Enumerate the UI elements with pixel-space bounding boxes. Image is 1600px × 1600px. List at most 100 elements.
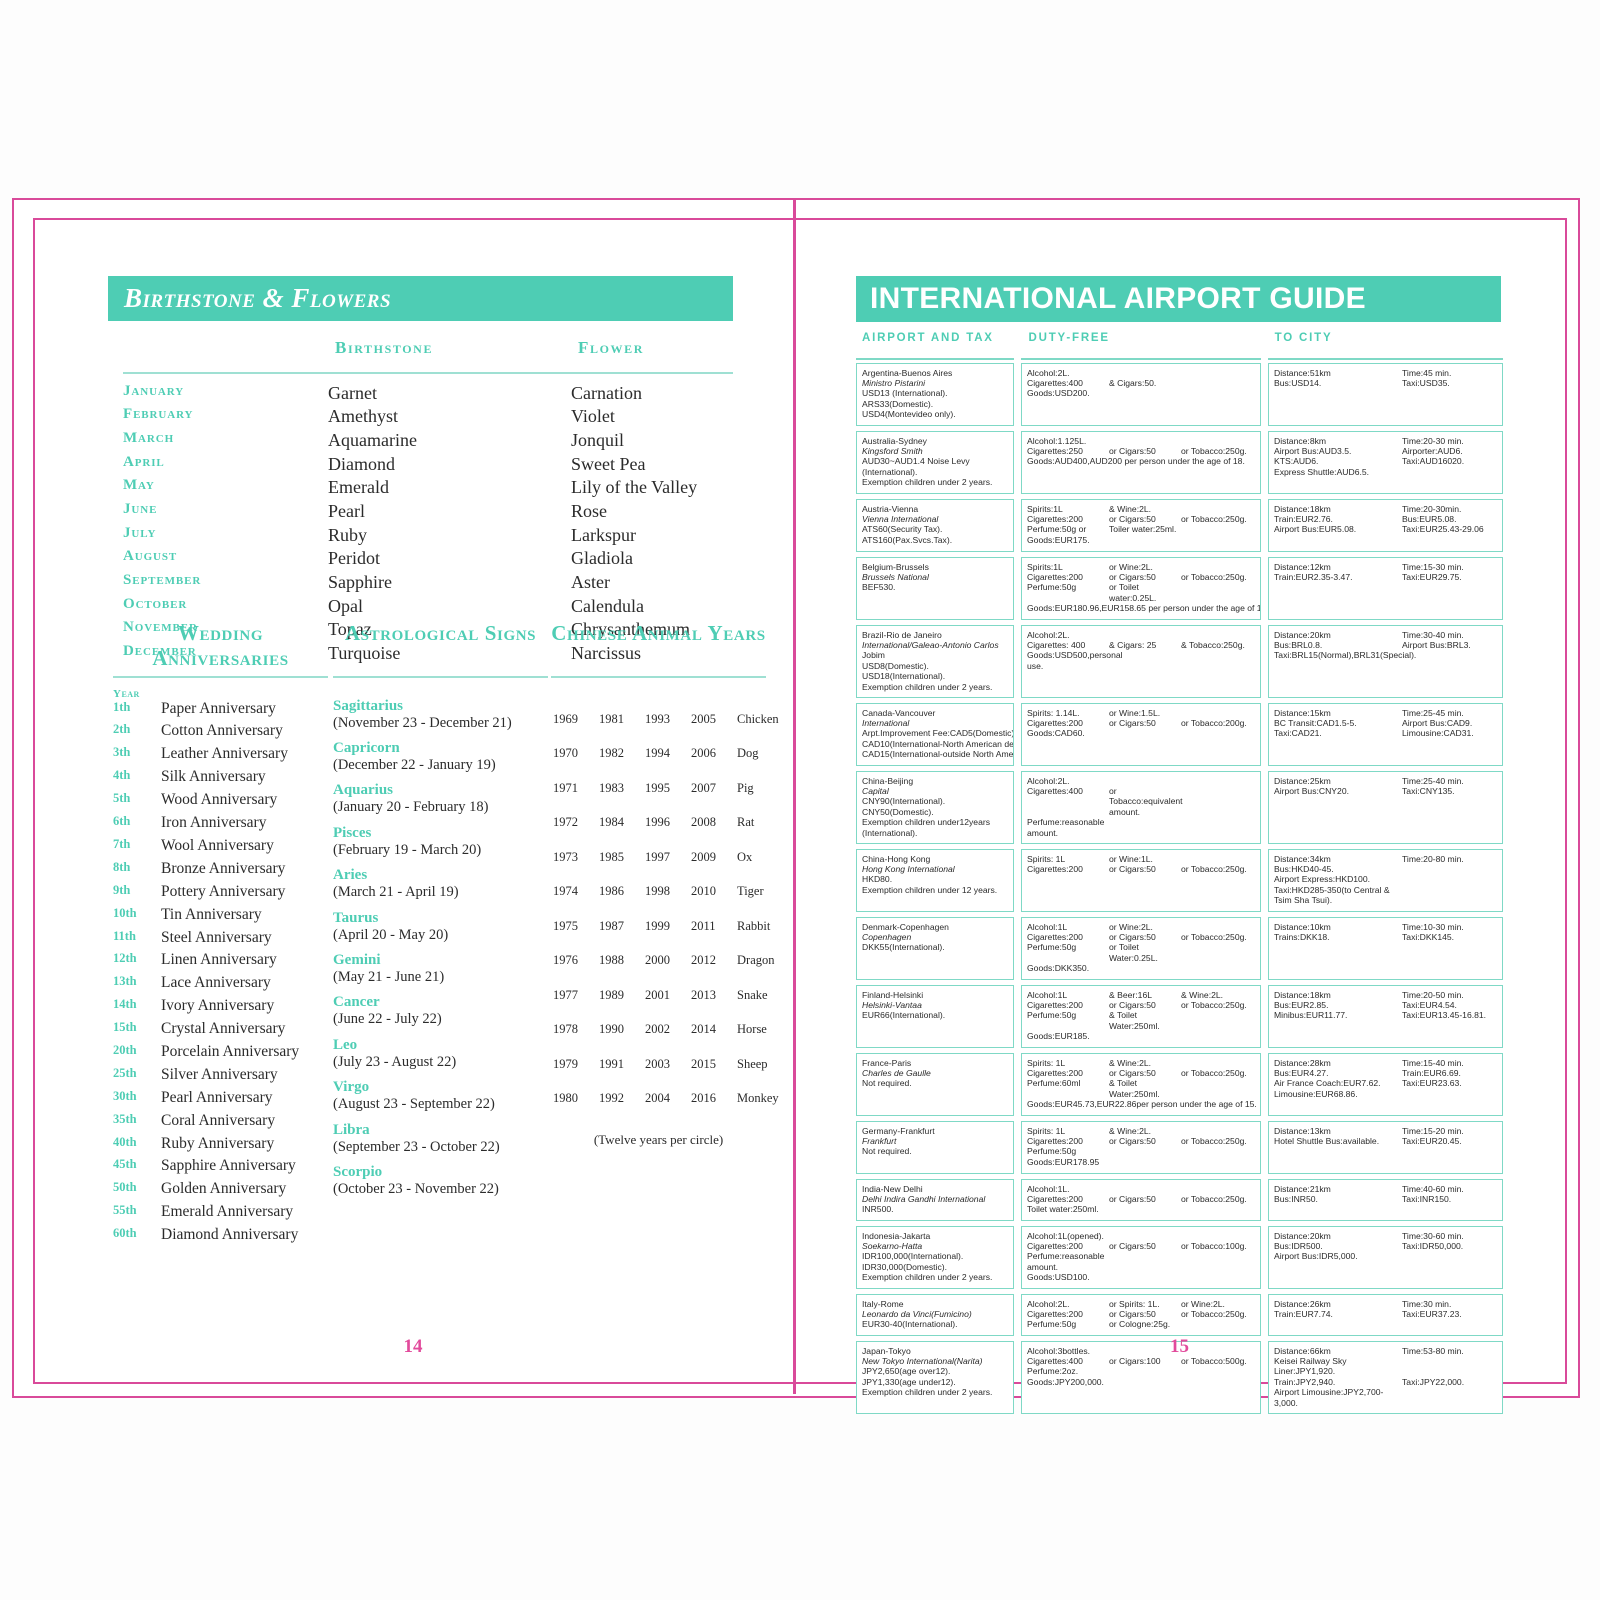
year-value: 1977	[553, 987, 578, 1002]
table-row: China-Beijing Capital CNY90(International)…	[856, 770, 1503, 844]
anniversary-name: Tin Anniversary	[161, 905, 262, 923]
to-city-time: Time:15-20 min.	[1402, 1125, 1464, 1136]
anniversary-name: Pottery Anniversary	[161, 882, 286, 900]
table-row: July Ruby Larkspur	[123, 525, 733, 549]
to-city-transport: Distance:25km	[1274, 775, 1331, 786]
duty-free-item: Alcohol:2L.	[1027, 1298, 1070, 1309]
duty-free-item: & Wine:2L.	[1109, 1057, 1152, 1068]
airport-and-tax-cell: Italy-Rome Leonardo da Vinci(Fumicino) EUR…	[856, 1293, 1014, 1336]
sign-name: Taurus	[333, 909, 379, 926]
duty-free-item: Perfume:50g or	[1027, 524, 1087, 535]
sign-name: Cancer	[333, 994, 380, 1011]
list-item: 45th Sapphire Anniversary	[113, 1157, 328, 1180]
to-city-line: Distance:13km Time:15-20 min.	[1274, 1126, 1497, 1136]
birthstone-value: Opal	[328, 595, 363, 616]
airport-line: Hong Kong International	[862, 864, 955, 874]
duty-free-item: or Wine:2L.	[1109, 561, 1153, 572]
duty-free-item: Cigarettes:400	[1027, 378, 1083, 388]
anniversary-year: 1th	[113, 699, 131, 714]
to-city-transport: Taxi:BRL15(Normal),BRL31(Special).	[1274, 650, 1417, 661]
table-row: 1970 1982 1994 2006 Dog	[551, 746, 766, 781]
anniversary-name: Diamond Anniversary	[161, 1226, 299, 1244]
birthstone-value: Amethyst	[328, 406, 398, 427]
anniversary-year: 9th	[113, 882, 131, 897]
to-city-transport: Air France Coach:EUR7.62.	[1274, 1078, 1381, 1089]
airport-line: Italy-Rome	[862, 1298, 904, 1309]
list-item: 3th Leather Anniversary	[113, 745, 328, 768]
duty-free-line: Goods:USD200.	[1027, 388, 1255, 398]
duty-free-item	[1109, 817, 1181, 838]
to-city-transport: Airport Bus:AUD3.5.	[1274, 446, 1352, 456]
duty-free-item: Alcohol:3bottles.	[1027, 1345, 1091, 1356]
month-label: October	[123, 595, 188, 612]
duty-free-item: Goods:USD100.	[1027, 1272, 1090, 1283]
airport-guide-banner: INTERNATIONAL AIRPORT GUIDE	[856, 276, 1501, 322]
table-row: August Peridot Gladiola	[123, 548, 733, 572]
birthstone-value: Turquoise	[328, 643, 401, 664]
duty-free-item: Toilet water:250ml.	[1027, 1204, 1099, 1215]
duty-free-item	[1181, 1146, 1255, 1156]
airport-line: Leonardo da Vinci(Fumicino)	[862, 1309, 972, 1319]
duty-free-line: Cigarettes:200 or Cigars:50 or Tobacco:250…	[1027, 514, 1255, 524]
anniversary-year: 35th	[113, 1111, 137, 1126]
duty-free-item: Cigarettes:200	[1027, 1136, 1083, 1146]
astrological-signs-rule	[333, 676, 548, 678]
table-row: 1971 1983 1995 2007 Pig	[551, 781, 766, 816]
anniversary-name: Pearl Anniversary	[161, 1088, 273, 1106]
anniversary-name: Crystal Anniversary	[161, 1020, 286, 1038]
sign-dates: (February 19 - March 20)	[333, 841, 482, 858]
flower-value: Calendula	[571, 595, 644, 616]
anniversary-year: 11th	[113, 928, 136, 943]
duty-free-item: or Tobacco:100g.	[1181, 1241, 1247, 1251]
duty-free-item: Alcohol:2L.	[1027, 629, 1070, 640]
airport-line: Finland-Helsinki	[862, 989, 924, 1000]
anniversary-name: Wood Anniversary	[161, 791, 278, 809]
month-label: September	[123, 572, 202, 588]
year-value: 2000	[645, 953, 670, 968]
duty-free-line: Alcohol:2L.	[1027, 630, 1255, 640]
duty-free-line: Perfume:50g or Toiler water:25ml.	[1027, 524, 1255, 534]
to-city-time: Taxi:USD35.	[1402, 378, 1450, 388]
duty-free-item	[1109, 963, 1181, 973]
duty-free-item: or Tobacco:250g.	[1181, 514, 1247, 524]
year-value: 1997	[645, 849, 670, 864]
duty-free-item	[1181, 1231, 1255, 1241]
airport-line: (International).	[862, 466, 918, 477]
duty-free-line: Alcohol:1L(opened).	[1027, 1231, 1255, 1241]
anniversary-year: 12th	[113, 951, 137, 966]
animal-name: Monkey	[737, 1091, 779, 1106]
duty-free-item: Alcohol:1L.	[1027, 1183, 1070, 1194]
to-city-cell: Distance:18km Time:20-30min. Train:EUR2.76…	[1268, 498, 1503, 552]
duty-free-item: Cigarettes:200	[1027, 572, 1083, 582]
duty-free-item	[1181, 1377, 1255, 1387]
duty-free-item: & Wine:2L.	[1109, 1125, 1152, 1136]
to-city-line: Bus:IDR500. Taxi:IDR50,000.	[1274, 1241, 1497, 1251]
list-item: 30th Pearl Anniversary	[113, 1089, 328, 1112]
list-item: 15th Crystal Anniversary	[113, 1020, 328, 1043]
airport-and-tax-cell: Brazil-Rio de Janeiro International/Galea…	[856, 624, 1014, 698]
list-item: 5th Wood Anniversary	[113, 791, 328, 814]
list-item: Aquarius (January 20 - February 18)	[333, 782, 548, 816]
duty-free-item: Alcohol:1.125L.	[1027, 435, 1087, 446]
to-city-transport: Limousine:EUR68.86.	[1274, 1088, 1358, 1099]
to-city-transport: Train:JPY2,940.	[1274, 1376, 1336, 1387]
to-city-line: Distance:10km Time:10-30 min.	[1274, 922, 1497, 932]
table-row: India-New Delhi Delhi Indira Gandhi Inter…	[856, 1178, 1503, 1221]
airport-and-tax-cell: Germany-Frankfurt Frankfurt Not required.	[856, 1120, 1014, 1174]
to-city-line: Airport Bus:AUD3.5. Airporter:AUD6.	[1274, 446, 1497, 456]
duty-free-item: or Tobacco:250g.	[1181, 446, 1247, 456]
airport-line: USD8(Domestic).	[862, 660, 929, 671]
year-value: 1979	[553, 1056, 578, 1071]
duty-free-item	[1109, 1377, 1181, 1387]
to-city-line: Distance:12km Time:15-30 min.	[1274, 562, 1497, 572]
sign-dates: (December 22 - January 19)	[333, 756, 496, 773]
airport-line: AUD30~AUD1.4 Noise Levy	[862, 456, 970, 467]
to-city-time: Taxi:EUR37.23.	[1402, 1309, 1462, 1319]
to-city-transport: Distance:66km	[1274, 1345, 1331, 1356]
duty-free-line: Goods:EUR185.	[1027, 1031, 1255, 1041]
duty-free-item: or Tobacco:500g.	[1181, 1356, 1247, 1366]
list-item: Taurus (April 20 - May 20)	[333, 910, 548, 944]
sign-dates: (October 23 - November 22)	[333, 1180, 499, 1197]
duty-free-item	[1109, 630, 1181, 640]
duty-free-line: Goods:EUR175.	[1027, 535, 1255, 545]
